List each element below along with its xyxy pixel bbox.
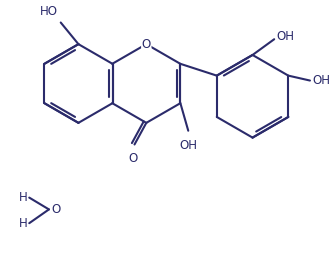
Text: HO: HO bbox=[40, 5, 58, 18]
Text: O: O bbox=[128, 152, 137, 165]
Text: O: O bbox=[51, 203, 60, 216]
Text: O: O bbox=[142, 38, 151, 51]
Text: H: H bbox=[19, 191, 28, 204]
Text: OH: OH bbox=[312, 74, 330, 87]
Text: OH: OH bbox=[276, 30, 294, 43]
Text: OH: OH bbox=[179, 139, 197, 152]
Text: H: H bbox=[19, 217, 28, 230]
